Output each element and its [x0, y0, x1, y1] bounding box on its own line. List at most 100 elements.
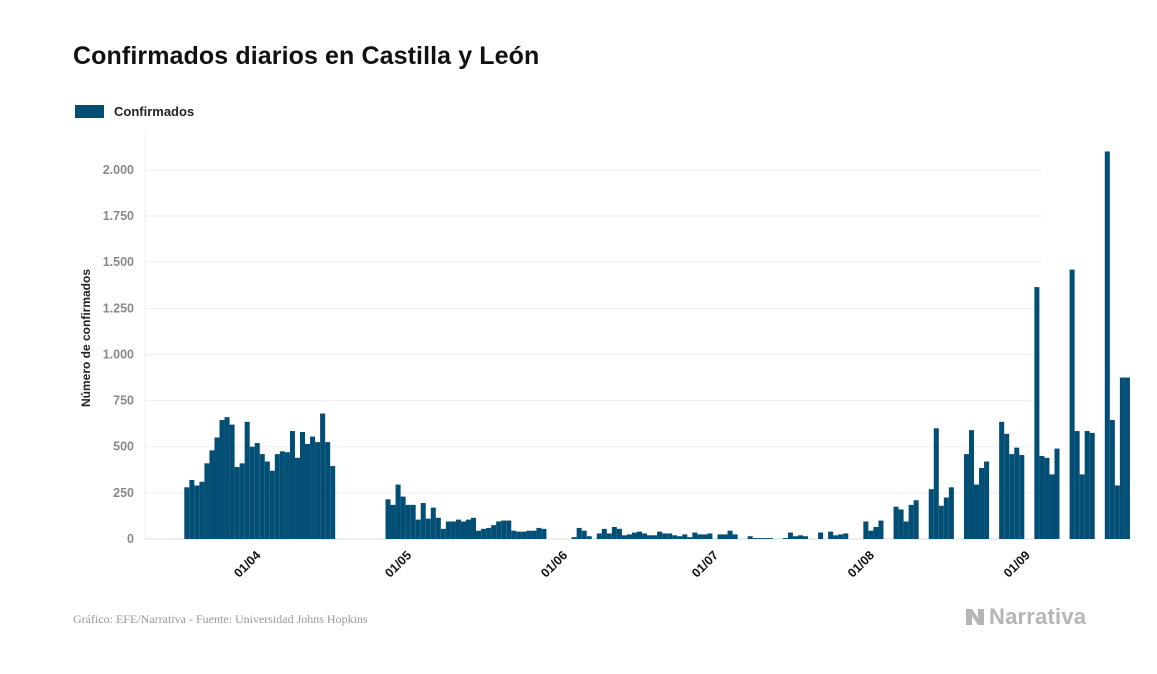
- bar: [435, 517, 441, 539]
- bar: [586, 536, 592, 539]
- bar: [908, 504, 914, 539]
- bar: [843, 533, 849, 539]
- bar: [797, 535, 803, 539]
- bar: [782, 538, 788, 539]
- bar: [496, 521, 502, 539]
- bar: [974, 484, 980, 539]
- y-tick-label: 1.500: [103, 255, 134, 269]
- x-tick-label: 01/05: [382, 548, 414, 580]
- bar: [325, 442, 331, 539]
- bar: [526, 530, 532, 539]
- y-tick-label: 750: [113, 394, 134, 408]
- bar: [450, 521, 456, 539]
- bar: [531, 530, 537, 539]
- bar: [868, 530, 874, 539]
- bar: [289, 431, 295, 539]
- bar: [279, 451, 285, 539]
- bar: [943, 497, 949, 539]
- bar: [1069, 269, 1075, 539]
- y-tick-label: 1.750: [103, 209, 134, 223]
- bar: [219, 419, 225, 539]
- bar: [571, 537, 577, 539]
- bar: [767, 538, 773, 539]
- bar: [692, 532, 698, 539]
- bar: [425, 518, 431, 539]
- brand-name: Narrativa: [989, 604, 1087, 629]
- bar: [315, 442, 321, 539]
- bar: [1119, 377, 1125, 539]
- bar: [606, 533, 612, 539]
- bar: [299, 431, 306, 539]
- legend: Confirmados: [75, 104, 194, 119]
- bar: [511, 530, 517, 539]
- bar: [189, 479, 195, 539]
- bar: [913, 500, 919, 539]
- chart-title: Confirmados diarios en Castilla y León: [73, 42, 540, 70]
- bar: [898, 509, 904, 539]
- x-tick-label: 01/08: [845, 548, 877, 580]
- bar: [863, 521, 869, 539]
- bar: [1019, 455, 1025, 539]
- bar: [274, 454, 280, 539]
- bar: [727, 530, 733, 539]
- legend-label: Confirmados: [114, 104, 195, 119]
- bar: [294, 457, 300, 539]
- bar: [667, 533, 673, 539]
- bar: [1009, 454, 1015, 539]
- bar: [948, 487, 954, 539]
- narrativa-logo-icon: [966, 609, 984, 625]
- bar: [244, 421, 250, 539]
- bar: [486, 527, 492, 539]
- bar: [621, 535, 627, 539]
- bar: [1039, 455, 1045, 539]
- bar: [968, 430, 975, 539]
- bar: [687, 537, 693, 539]
- bar: [310, 436, 316, 539]
- bar: [576, 527, 582, 539]
- bar: [677, 536, 683, 539]
- bar: [471, 517, 477, 539]
- bar: [1079, 474, 1085, 539]
- bar: [445, 521, 451, 539]
- brand-logo: Narrativa: [964, 604, 1086, 630]
- bar: [963, 454, 969, 539]
- bar: [717, 534, 723, 539]
- bar: [1084, 431, 1090, 539]
- bar: [631, 532, 637, 539]
- bar: [979, 467, 985, 539]
- bar: [239, 463, 245, 539]
- bar: [802, 536, 809, 539]
- bar: [792, 536, 798, 539]
- bar: [1104, 151, 1110, 539]
- bar: [264, 461, 270, 539]
- bar: [1004, 433, 1010, 539]
- bar: [234, 467, 240, 539]
- bar: [1114, 485, 1120, 539]
- bar: [516, 531, 522, 539]
- bar: [521, 531, 527, 539]
- bar: [305, 443, 311, 539]
- bar: [224, 417, 230, 539]
- y-tick-label: 500: [113, 440, 134, 454]
- bar: [722, 534, 728, 539]
- bar: [647, 535, 653, 539]
- bar: [269, 470, 275, 539]
- bar: [395, 484, 401, 539]
- bar: [611, 527, 617, 539]
- legend-swatch: [75, 105, 104, 118]
- y-tick-label: 2.000: [103, 163, 134, 177]
- bar: [893, 506, 899, 539]
- bar: [194, 485, 200, 539]
- source-footer: Gráfico: EFE/Narrativa - Fuente: Univers…: [73, 612, 368, 626]
- y-axis: 0 250 500 750 1.000 1.250 1.500 1.750 2.000: [103, 133, 146, 546]
- bar: [405, 504, 411, 539]
- bar: [642, 533, 648, 539]
- bar: [214, 437, 220, 539]
- bar: [657, 531, 663, 539]
- bar: [662, 533, 668, 539]
- bar: [1054, 448, 1060, 539]
- x-tick-label: 01/07: [689, 548, 721, 580]
- bar: [259, 454, 265, 539]
- bar: [581, 530, 587, 539]
